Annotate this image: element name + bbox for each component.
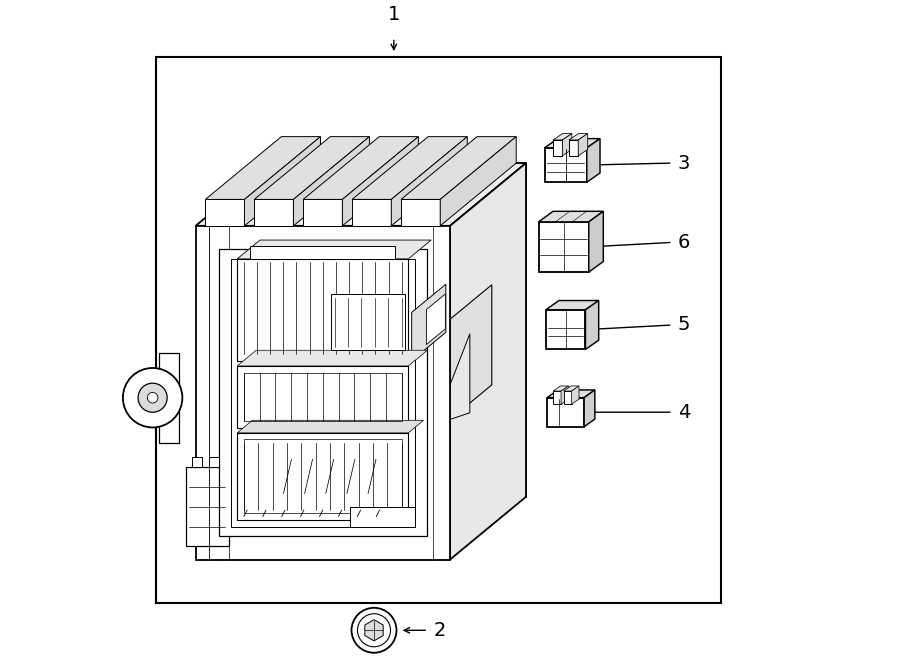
Polygon shape <box>554 386 569 391</box>
Polygon shape <box>584 390 595 427</box>
Polygon shape <box>569 134 588 140</box>
Polygon shape <box>303 136 418 199</box>
Circle shape <box>123 368 183 428</box>
Circle shape <box>138 383 167 412</box>
Polygon shape <box>342 136 418 226</box>
Text: 6: 6 <box>678 233 690 252</box>
Polygon shape <box>238 259 409 361</box>
Text: 2: 2 <box>434 621 446 639</box>
Polygon shape <box>538 211 603 222</box>
Circle shape <box>357 614 391 647</box>
Polygon shape <box>544 148 587 182</box>
Polygon shape <box>238 366 409 428</box>
Polygon shape <box>219 249 427 536</box>
Polygon shape <box>331 295 405 350</box>
Polygon shape <box>205 136 320 199</box>
Polygon shape <box>364 620 383 641</box>
Polygon shape <box>586 301 598 350</box>
Polygon shape <box>250 246 395 259</box>
Polygon shape <box>352 199 392 226</box>
Polygon shape <box>561 386 569 404</box>
Polygon shape <box>238 420 424 433</box>
Polygon shape <box>411 284 446 361</box>
Polygon shape <box>195 163 526 226</box>
Polygon shape <box>554 140 562 156</box>
Polygon shape <box>578 134 588 156</box>
Polygon shape <box>238 240 431 259</box>
Polygon shape <box>587 138 600 182</box>
Text: 5: 5 <box>678 316 690 334</box>
Polygon shape <box>195 226 450 559</box>
Polygon shape <box>563 386 579 391</box>
Polygon shape <box>209 457 219 467</box>
Polygon shape <box>572 386 579 404</box>
Polygon shape <box>352 136 467 199</box>
Polygon shape <box>547 390 595 398</box>
Polygon shape <box>401 136 517 199</box>
Polygon shape <box>547 398 584 427</box>
Text: 1: 1 <box>388 5 400 24</box>
Polygon shape <box>589 211 603 272</box>
Polygon shape <box>569 140 578 156</box>
Text: 4: 4 <box>678 402 690 422</box>
Polygon shape <box>193 457 202 467</box>
Polygon shape <box>392 136 467 226</box>
Bar <box>156 58 721 602</box>
Polygon shape <box>303 199 342 226</box>
Polygon shape <box>450 334 470 420</box>
Polygon shape <box>545 301 598 310</box>
Polygon shape <box>538 222 589 272</box>
Polygon shape <box>563 391 572 404</box>
Circle shape <box>148 393 157 403</box>
Polygon shape <box>238 350 428 366</box>
Polygon shape <box>272 163 526 496</box>
Polygon shape <box>293 136 369 226</box>
Polygon shape <box>230 259 415 526</box>
Polygon shape <box>238 433 409 520</box>
Circle shape <box>352 608 397 653</box>
Polygon shape <box>562 134 572 156</box>
Polygon shape <box>350 506 415 526</box>
Polygon shape <box>185 467 229 546</box>
Polygon shape <box>245 136 320 226</box>
Polygon shape <box>450 163 526 559</box>
Polygon shape <box>255 199 293 226</box>
Polygon shape <box>554 391 561 404</box>
Polygon shape <box>205 199 245 226</box>
Polygon shape <box>545 310 586 350</box>
Polygon shape <box>401 199 440 226</box>
Polygon shape <box>427 294 446 344</box>
Polygon shape <box>544 138 600 148</box>
Polygon shape <box>554 134 572 140</box>
Polygon shape <box>159 353 179 443</box>
Polygon shape <box>440 136 517 226</box>
Polygon shape <box>450 285 491 420</box>
Polygon shape <box>255 136 369 199</box>
Text: 3: 3 <box>678 154 690 173</box>
